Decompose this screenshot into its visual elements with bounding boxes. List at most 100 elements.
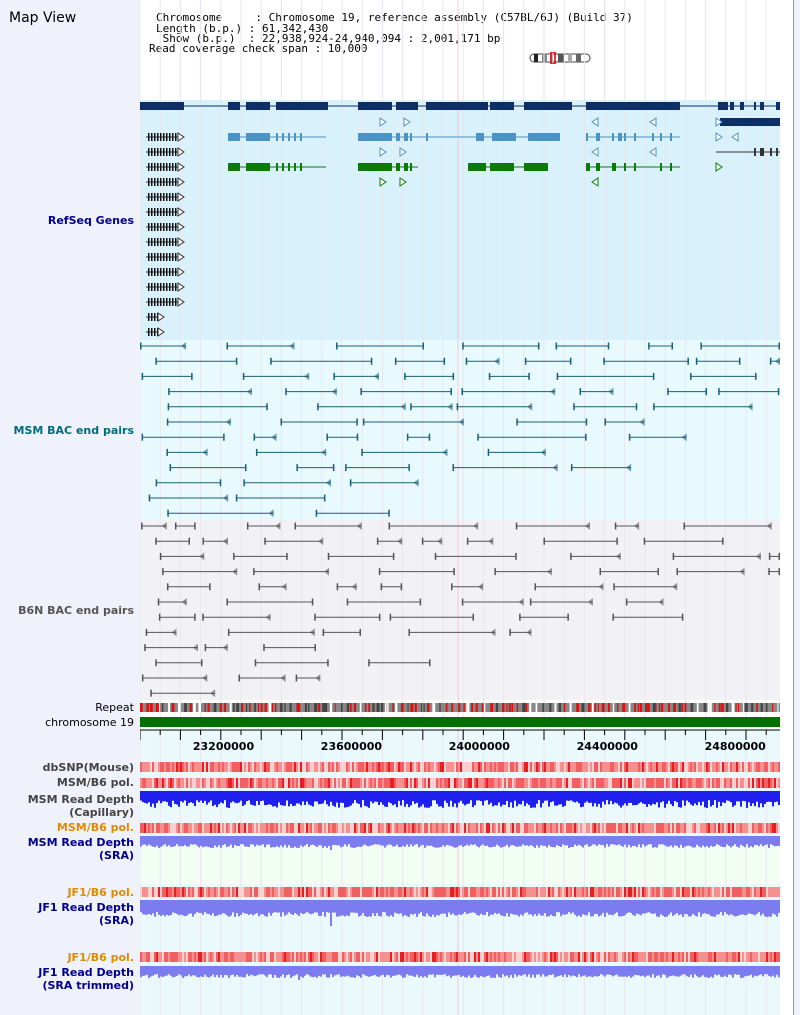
msm-b6-pol-cell [354,778,356,788]
jf1-depth-sra-bar [346,900,348,916]
jf1-b6-pol-trimmed-cell [434,952,436,962]
msm-b6-pol-sra-cell [762,823,764,833]
jf1-b6-pol-cell [704,887,706,897]
msm-b6-pol-sra-cell [226,823,228,833]
pair-end [613,583,615,591]
msm-depth-sra-bar [440,836,442,848]
msm-depth-capillary-bar [452,791,454,807]
jf1-depth-sra-bar [256,900,258,914]
msm-depth-sra-bar [634,836,636,846]
jf1-depth-trimmed-bar [388,966,390,976]
jf1-depth-trimmed-bar [564,966,566,975]
dbsnp-cell [772,762,774,772]
msm-b6-pol-cell [250,778,252,788]
msm-depth-sra-bar [402,836,404,846]
msm-depth-capillary-bar [218,791,220,805]
msm-depth-capillary-bar [572,791,574,802]
msm-depth-capillary-bar [256,791,258,801]
jf1-b6-pol-trimmed-cell [624,952,626,962]
jf1-depth-sra-bar [568,900,570,913]
msm-b6-pol-sra-cell [570,823,572,833]
jf1-depth-sra-bar [392,900,394,917]
msm-b6-pol-sra-cell [640,823,642,833]
msm-b6-pol-sra-cell [360,823,362,833]
msm-depth-capillary-bar [206,791,208,805]
dbsnp-cell [228,762,230,772]
msm-b6-pol-cell [754,778,756,788]
msm-depth-sra-bar [568,836,570,848]
gene-arrow [177,282,185,292]
jf1-b6-pol-trimmed-cell [560,952,562,962]
msm-b6-pol-cell [514,778,516,788]
pair-end [223,433,225,441]
msm-b6-pol-sra-cell [776,823,778,833]
msm-b6-pol-cell [650,778,652,788]
jf1-depth-sra-bar [620,900,622,917]
jf1-depth-trimmed-bar [320,966,322,977]
jf1-depth-sra-bar [402,900,404,917]
jf1-b6-pol-trimmed-cell [142,952,144,962]
dbsnp-cell [392,762,394,772]
msm-b6-pol-sra-cell [312,823,314,833]
genome-map-plot[interactable]: 23200000 23600000 24000000 24400000 24800000 [140,0,793,1015]
jf1-b6-pol-cell [142,887,144,897]
jf1-b6-pol-cell [480,887,482,897]
jf1-b6-pol-trimmed-cell [352,952,354,962]
msm-depth-sra-bar [296,836,298,848]
msm-depth-sra-bar [442,836,444,846]
repeat-element [445,703,448,712]
gene-arrow [591,147,599,157]
jf1-depth-trimmed-bar [458,966,460,975]
jf1-b6-pol-trimmed-cell [342,952,344,962]
msm-depth-capillary-bar [706,791,708,808]
jf1-depth-trimmed-bar [540,966,542,977]
jf1-depth-sra-bar [702,900,704,914]
jf1-depth-trimmed-bar [436,966,438,975]
msm-b6-pol-sra-cell [648,823,650,833]
jf1-depth-sra-bar [494,900,496,913]
msm-depth-sra-bar [588,836,590,847]
dbsnp-cell [450,762,452,772]
msm-depth-sra-bar [464,836,466,846]
jf1-b6-pol-trimmed-cell [446,952,448,962]
jf1-b6-pol-trimmed-cell [462,952,464,962]
msm-b6-pol-sra-cell [754,823,756,833]
jf1-b6-pol-trimmed-cell [612,952,614,962]
chromosome-ideogram-icon[interactable] [528,52,592,64]
dbsnp-cell [678,762,680,772]
gene-arrow [379,117,387,127]
msm-b6-pol-sra-cell [480,823,482,833]
msm-depth-capillary-bar [194,791,196,807]
msm-b6-pol-cell [586,778,588,788]
jf1-b6-pol-cell [602,887,604,897]
msm-b6-pol-sra-cell [436,823,438,833]
msm-b6-pol-cell [620,778,622,788]
msm-b6-pol-sra-cell [758,823,760,833]
jf1-b6-pol-cell [202,887,204,897]
msm-depth-capillary-bar [528,791,530,805]
msm-b6-pol-cell [532,778,534,788]
dbsnp-cell [300,762,302,772]
dbsnp-cell [610,762,612,772]
gene-exon [148,148,150,156]
jf1-b6-pol-cell [198,887,200,897]
jf1-b6-pol-trimmed-cell [754,952,756,962]
msm-depth-capillary-bar [532,791,534,808]
jf1-depth-sra-bar [624,900,626,916]
jf1-depth-trimmed-bar [752,966,754,978]
jf1-b6-pol-cell [294,887,296,897]
dbsnp-cell [626,762,628,772]
jf1-b6-pol-trimmed-cell [180,952,182,962]
gene-exon [151,208,153,216]
jf1-b6-pol-cell [340,887,342,897]
msm-b6-pol-sra-cell [576,823,578,833]
pair-end [322,628,325,636]
jf1-depth-sra-bar [426,900,428,914]
msm-depth-sra-bar [206,836,208,847]
msm-depth-sra-bar [472,836,474,846]
dbsnp-cell [654,762,656,772]
jf1-b6-pol-cell [658,887,660,897]
jf1-depth-sra-bar [778,900,780,913]
jf1-b6-pol-trimmed-cell [628,952,630,962]
jf1-depth-sra-bar [530,900,532,915]
